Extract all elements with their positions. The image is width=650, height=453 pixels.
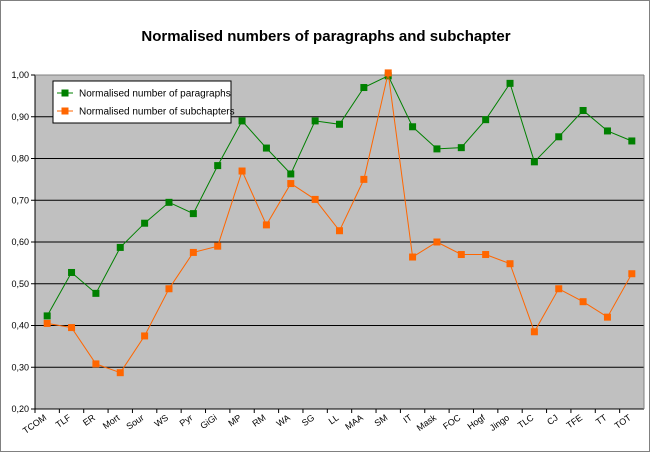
x-tick-label: Hogf xyxy=(465,412,487,431)
axes xyxy=(34,74,645,413)
data-point xyxy=(409,123,417,131)
y-tick-label: 0,20 xyxy=(11,404,29,414)
data-point xyxy=(360,175,368,183)
series xyxy=(43,69,636,377)
x-tick-label: IT xyxy=(401,412,414,425)
x-tick-label: TLF xyxy=(54,412,73,430)
data-point xyxy=(287,170,295,178)
data-point xyxy=(530,328,538,336)
y-tick-label: 0,50 xyxy=(11,279,29,289)
data-point xyxy=(457,144,465,152)
data-point xyxy=(603,127,611,135)
x-tick-label: Sour xyxy=(124,412,145,431)
data-point xyxy=(238,117,246,125)
data-point xyxy=(68,324,76,332)
x-tick-label: Mask xyxy=(415,412,439,433)
data-point xyxy=(433,145,441,153)
y-tick-label: 0,60 xyxy=(11,237,29,247)
data-point xyxy=(287,180,295,188)
x-tick-labels: TCOM TLF ER Mort Sour WS Pyr GiGi MP RM WA SG LL MAA S… xyxy=(21,412,633,436)
data-point xyxy=(92,289,100,297)
data-point xyxy=(311,195,319,203)
data-point xyxy=(189,248,197,256)
series-2 xyxy=(43,69,636,377)
x-tick-label: WS xyxy=(153,412,171,429)
data-point xyxy=(116,243,124,251)
data-point xyxy=(506,260,514,268)
x-tick-label: TT xyxy=(594,412,609,427)
data-point xyxy=(628,270,636,278)
data-point xyxy=(262,221,270,229)
x-tick-label: TFE xyxy=(565,412,585,430)
data-point xyxy=(262,144,270,152)
data-point xyxy=(530,158,538,166)
x-tick-label: SM xyxy=(373,412,390,428)
data-point xyxy=(433,238,441,246)
x-tick-label: GiGi xyxy=(198,412,218,431)
x-tick-label: MP xyxy=(226,412,243,428)
x-tick-label: Jingo xyxy=(488,412,511,433)
y-tick-label: 0,70 xyxy=(11,195,29,205)
x-tick-label: TCOM xyxy=(21,412,48,435)
data-point xyxy=(165,198,173,206)
data-point xyxy=(628,137,636,145)
y-tick-label: 1,00 xyxy=(11,70,29,80)
data-point xyxy=(43,319,51,327)
legend-box xyxy=(52,80,232,124)
data-point xyxy=(506,79,514,87)
y-tick-labels: 0,20 0,30 0,40 0,50 0,60 0,70 0,80 0,90 1,00 xyxy=(11,70,29,414)
x-tick-label: Mort xyxy=(101,412,122,431)
data-point xyxy=(214,242,222,250)
x-tick-label: ER xyxy=(81,412,97,428)
data-point xyxy=(457,251,465,259)
y-tick-label: 0,40 xyxy=(11,321,29,331)
data-point xyxy=(603,313,611,321)
data-point xyxy=(214,162,222,170)
x-tick-label: LL xyxy=(327,412,341,426)
data-point xyxy=(555,285,563,293)
data-point xyxy=(141,332,149,340)
data-point xyxy=(336,120,343,128)
x-tick-label: TOT xyxy=(613,412,634,431)
x-tick-label: FOC xyxy=(441,412,463,431)
data-point xyxy=(360,84,368,92)
x-tick-label: CJ xyxy=(545,412,560,427)
x-tick-label: TLC xyxy=(516,412,536,430)
y-tick-label: 0,80 xyxy=(11,154,29,164)
data-point xyxy=(579,106,587,114)
data-point xyxy=(189,210,197,218)
y-tick-label: 0,90 xyxy=(11,112,29,122)
data-point xyxy=(482,116,490,124)
legend-marker xyxy=(61,107,69,115)
data-point xyxy=(141,219,149,227)
data-point xyxy=(68,268,76,276)
legend-label: Normalised number of subchapters xyxy=(79,107,235,118)
data-point xyxy=(92,360,100,368)
data-point xyxy=(311,117,319,125)
data-point xyxy=(43,312,51,320)
x-tick-label: Pyr xyxy=(178,412,195,428)
data-point xyxy=(409,253,417,261)
data-point xyxy=(579,298,587,306)
data-point xyxy=(482,251,490,259)
x-tick-label: SG xyxy=(300,412,316,428)
x-tick-label: RM xyxy=(250,412,267,428)
data-point xyxy=(116,369,124,377)
data-point xyxy=(238,167,246,175)
data-point xyxy=(165,285,173,293)
data-point xyxy=(384,69,392,77)
chart-title: Normalised numbers of paragraphs and sub… xyxy=(141,28,510,45)
legend-label: Normalised number of paragraphs xyxy=(79,89,231,100)
legend: Normalised number of paragraphs Normalise… xyxy=(52,80,235,124)
data-point xyxy=(555,133,563,141)
x-tick-label: WA xyxy=(275,412,292,428)
data-point xyxy=(336,227,343,235)
series-1 xyxy=(43,72,636,320)
y-tick-label: 0,30 xyxy=(11,362,29,372)
legend-marker xyxy=(61,89,69,97)
x-tick-label: MAA xyxy=(343,412,365,431)
